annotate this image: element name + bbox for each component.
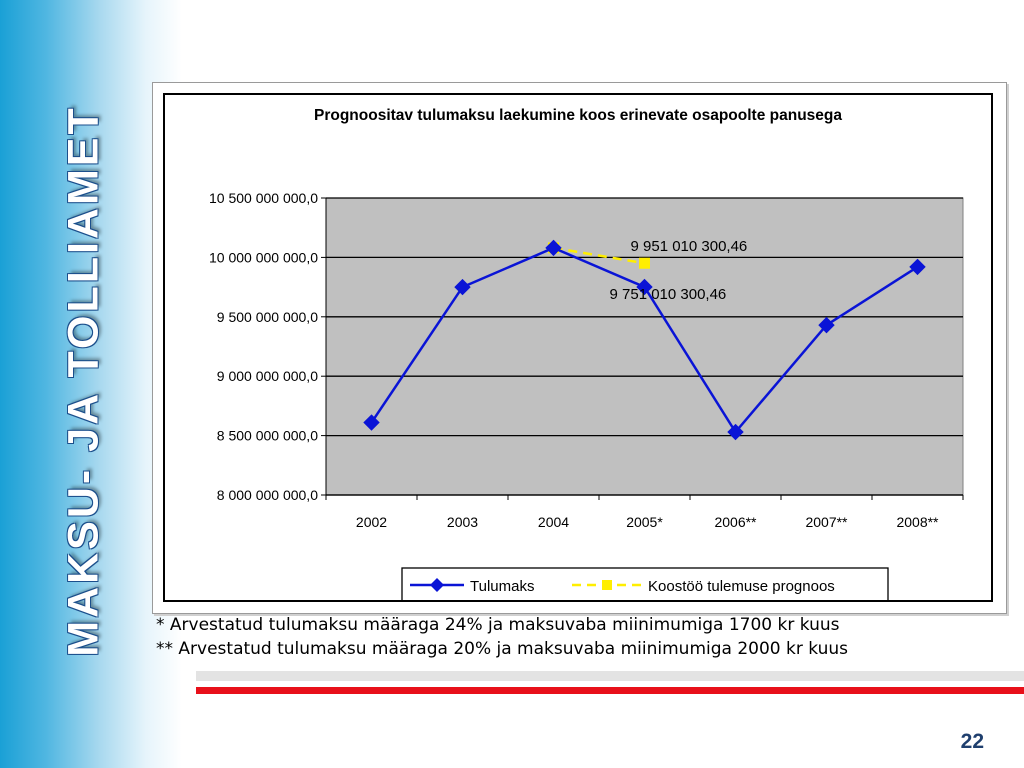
footnote-1: * Arvestatud tulumaksu määraga 24% ja ma… (156, 615, 840, 635)
legend-marker-tulumaks (430, 578, 444, 592)
x-tick-label: 2007** (805, 514, 848, 530)
legend-marker-prognoos (602, 580, 612, 590)
data-point-tulumaks (363, 414, 380, 431)
x-tick-label: 2002 (356, 514, 387, 530)
y-tick-label: 10 500 000 000,0 (209, 190, 318, 206)
chart-title: Prognoositav tulumaksu laekumine koos er… (314, 107, 842, 124)
x-tick-label: 2004 (538, 514, 569, 530)
legend-label-prognoos: Koostöö tulemuse prognoos (648, 578, 835, 595)
data-point-tulumaks (636, 278, 653, 296)
sidebar-band: MAKSU- JA TOLLIAMET (0, 0, 182, 768)
y-tick-label: 8 500 000 000,0 (217, 428, 318, 444)
x-tick-label: 2008** (896, 514, 939, 530)
page-number: 22 (960, 730, 984, 753)
chart-svg: Prognoositav tulumaksu laekumine koos er… (209, 107, 964, 600)
x-tick-label: 2003 (447, 514, 478, 530)
y-tick-label: 8 000 000 000,0 (217, 487, 318, 503)
data-point-prognoos (639, 257, 650, 269)
data-point-tulumaks (909, 258, 926, 276)
data-point-tulumaks (454, 278, 471, 296)
y-tick-label: 9 000 000 000,0 (217, 368, 318, 384)
legend-label-tulumaks: Tulumaks (470, 578, 534, 595)
data-label: 9 951 010 300,46 (631, 238, 748, 255)
y-tick-label: 9 500 000 000,0 (217, 309, 318, 325)
decorative-red-bar (196, 687, 1024, 694)
x-tick-label: 2006** (714, 514, 757, 530)
x-tick-label: 2005* (626, 514, 663, 530)
legend-box (401, 567, 889, 600)
organization-title: MAKSU- JA TOLLIAMET (59, 105, 108, 657)
y-tick-label: 10 000 000 000,0 (209, 249, 318, 265)
data-point-tulumaks (818, 316, 835, 334)
data-point-tulumaks (727, 423, 744, 441)
data-point-tulumaks (545, 239, 562, 257)
series-line-1 (553, 246, 645, 265)
chart-area: Prognoositav tulumaksu laekumine koos er… (163, 93, 993, 602)
decorative-gray-bar (196, 671, 1024, 681)
data-label: 9 751 010 300,46 (610, 286, 727, 303)
footnote-2: ** Arvestatud tulumaksu määraga 20% ja m… (156, 639, 848, 659)
